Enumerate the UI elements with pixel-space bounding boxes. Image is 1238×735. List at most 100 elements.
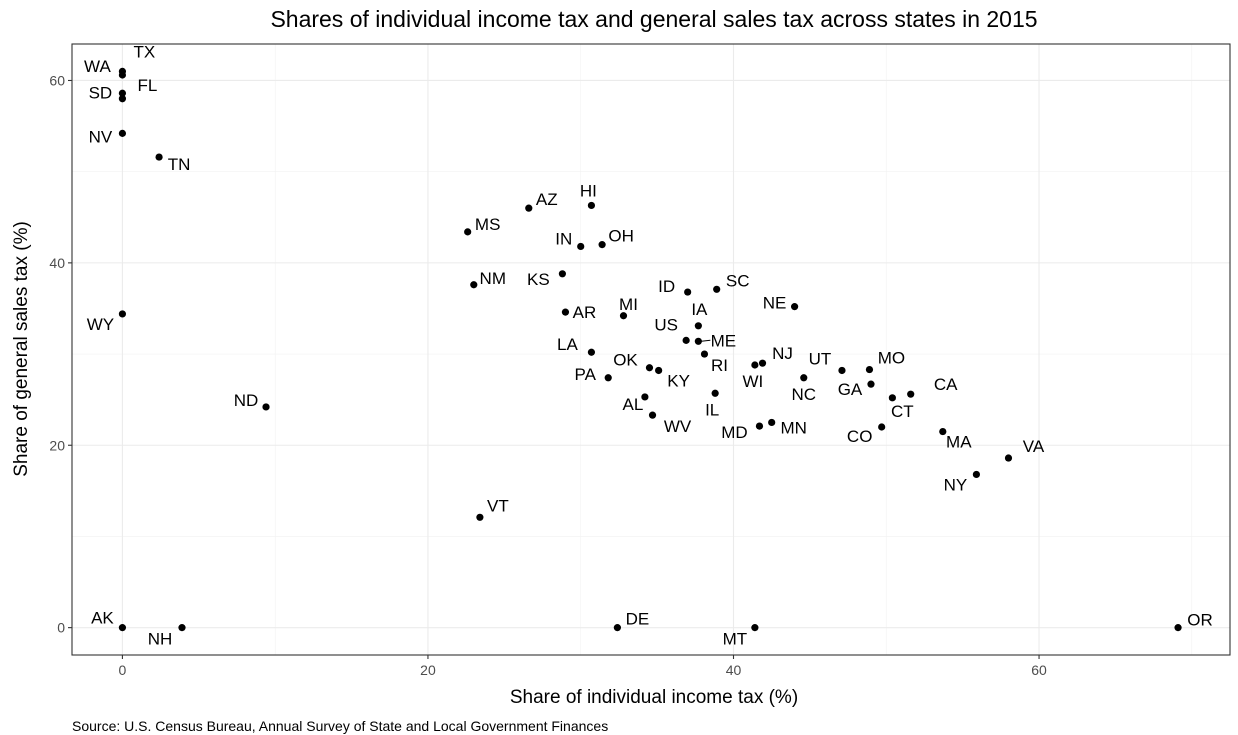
point-id [684, 288, 692, 296]
point-va [1004, 454, 1013, 462]
label-wy: WY [87, 315, 114, 334]
point-hi [587, 201, 596, 210]
label-oh: OH [608, 227, 634, 246]
label-az: AZ [536, 190, 558, 209]
point-us [682, 336, 690, 344]
label-nj: NJ [772, 344, 793, 363]
label-va: VA [1023, 437, 1045, 456]
label-pa: PA [575, 365, 597, 384]
point-nm [470, 281, 478, 289]
point-ar [561, 308, 570, 316]
label-il: IL [705, 400, 719, 419]
point-de [613, 624, 621, 632]
point-il [711, 389, 719, 397]
label-nc: NC [791, 385, 816, 404]
label-la: LA [557, 335, 578, 354]
label-nd: ND [234, 391, 259, 410]
label-ak: AK [91, 609, 114, 628]
label-de: DE [626, 610, 650, 629]
point-or [1174, 624, 1182, 632]
point-ut [838, 366, 846, 375]
label-ms: MS [475, 215, 501, 234]
label-ut: UT [809, 349, 832, 368]
label-tn: TN [168, 155, 191, 174]
label-ia: IA [691, 300, 708, 319]
label-in: IN [555, 229, 572, 248]
label-mn: MN [780, 418, 806, 437]
label-us: US [654, 315, 678, 334]
label-vt: VT [487, 496, 509, 515]
point-ia [694, 322, 702, 330]
point-nc [800, 374, 808, 382]
label-ga: GA [838, 380, 863, 399]
point-ky [655, 366, 663, 375]
point-mt [751, 624, 759, 632]
label-md: MD [721, 423, 747, 442]
label-ks: KS [527, 270, 550, 289]
label-ny: NY [944, 475, 968, 494]
data-points [118, 67, 1182, 632]
y-axis-title: Share of general sales tax (%) [11, 221, 32, 477]
point-nv [118, 129, 127, 137]
label-al: AL [622, 395, 643, 414]
gridlines [72, 44, 1230, 655]
label-sc: SC [726, 271, 750, 290]
point-ms [464, 228, 472, 236]
label-ct: CT [891, 402, 914, 421]
label-ma: MA [946, 433, 972, 452]
label-id: ID [658, 277, 675, 296]
point-ny [972, 470, 981, 479]
label-ky: KY [667, 371, 690, 390]
point-ri [700, 350, 709, 358]
label-or: OR [1187, 611, 1213, 630]
point-vt [476, 513, 484, 521]
point-co [878, 423, 886, 431]
point-ok [645, 364, 654, 372]
point-sd [118, 95, 127, 103]
point-nj [758, 359, 767, 367]
label-nm: NM [480, 269, 506, 288]
point-fl [118, 89, 127, 97]
point-nd [262, 403, 270, 411]
label-hi: HI [580, 181, 597, 200]
label-mi: MI [619, 295, 638, 314]
x-tick-label: 40 [726, 662, 742, 678]
point-md [755, 422, 764, 430]
point-ca [907, 390, 915, 398]
point-ga [867, 380, 875, 388]
y-tick-label: 0 [57, 620, 65, 636]
y-tick-label: 60 [49, 72, 65, 88]
point-ma [939, 427, 947, 436]
point-pa [604, 374, 612, 382]
label-co: CO [847, 427, 873, 446]
point-wy [118, 310, 127, 318]
label-connector [701, 339, 711, 342]
y-tick-label: 40 [49, 255, 65, 271]
point-tn [155, 153, 163, 161]
chart-title: Shares of individual income tax and gene… [270, 6, 1037, 32]
label-mt: MT [723, 630, 748, 649]
label-wv: WV [664, 417, 692, 436]
x-tick-label: 0 [119, 662, 127, 678]
point-ct [888, 394, 896, 402]
label-ca: CA [934, 375, 958, 394]
point-oh [598, 241, 606, 249]
label-fl: FL [137, 76, 157, 95]
label-tx: TX [134, 42, 156, 61]
label-sd: SD [89, 84, 113, 103]
point-la [587, 348, 596, 356]
point-in [577, 242, 585, 251]
point-ks [558, 270, 566, 278]
x-axis-title: Share of individual income tax (%) [510, 687, 798, 708]
point-az [525, 204, 533, 212]
x-tick-label: 60 [1031, 662, 1047, 678]
point-al [641, 393, 649, 401]
point-wa [118, 71, 127, 79]
x-tick-label: 20 [420, 662, 436, 678]
point-mo [865, 365, 874, 374]
label-nv: NV [89, 127, 113, 146]
label-me: ME [711, 331, 737, 350]
point-ne [791, 303, 799, 311]
plot-panel-border [71, 43, 1231, 656]
